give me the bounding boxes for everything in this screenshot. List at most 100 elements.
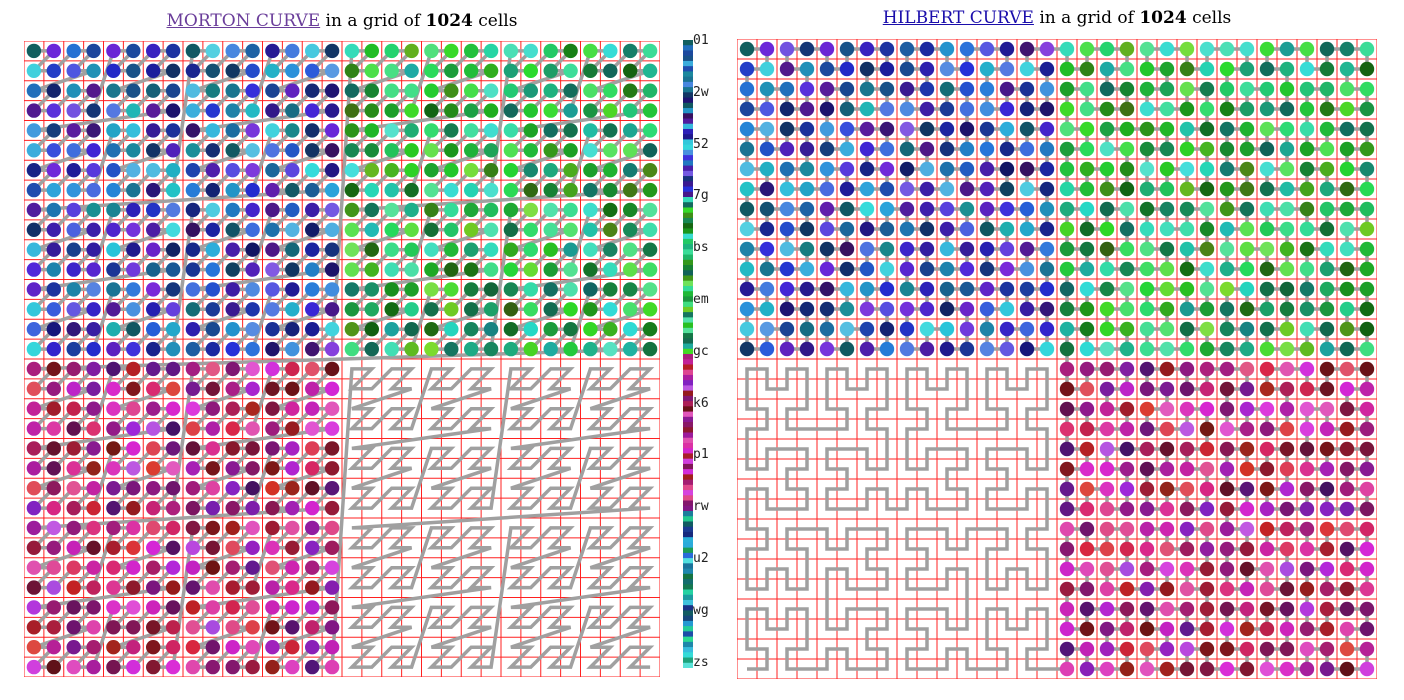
hilbert-cell-dot[interactable] <box>1259 661 1275 677</box>
morton-cell-dot[interactable] <box>583 341 598 357</box>
morton-cell-dot[interactable] <box>305 242 320 257</box>
morton-cell-dot[interactable] <box>225 202 240 218</box>
morton-cell-dot[interactable] <box>583 123 598 138</box>
morton-cell-dot[interactable] <box>205 103 220 118</box>
hilbert-cell-dot[interactable] <box>939 201 955 217</box>
morton-cell-dot[interactable] <box>364 322 379 337</box>
hilbert-cell-dot[interactable] <box>739 201 755 217</box>
hilbert-cell-dot[interactable] <box>1319 141 1335 157</box>
hilbert-cell-dot[interactable] <box>1059 141 1075 157</box>
hilbert-cell-dot[interactable] <box>1099 81 1115 97</box>
hilbert-cell-dot[interactable] <box>1219 501 1235 517</box>
morton-cell-dot[interactable] <box>503 163 519 178</box>
morton-cell-dot[interactable] <box>623 322 638 337</box>
hilbert-cell-dot[interactable] <box>879 241 895 257</box>
morton-cell-dot[interactable] <box>146 242 161 257</box>
hilbert-cell-dot[interactable] <box>1099 181 1115 197</box>
hilbert-cell-dot[interactable] <box>1299 361 1315 377</box>
morton-cell-dot[interactable] <box>523 322 538 337</box>
hilbert-cell-dot[interactable] <box>1219 541 1235 557</box>
morton-cell-dot[interactable] <box>305 520 320 536</box>
hilbert-cell-dot[interactable] <box>1199 141 1215 157</box>
morton-cell-dot[interactable] <box>225 520 240 536</box>
hilbert-cell-dot[interactable] <box>779 41 795 57</box>
hilbert-cell-dot[interactable] <box>1119 481 1135 497</box>
morton-cell-dot[interactable] <box>245 580 260 595</box>
morton-cell-dot[interactable] <box>305 83 320 98</box>
morton-cell-dot[interactable] <box>404 43 419 59</box>
morton-cell-dot[interactable] <box>265 401 280 416</box>
hilbert-cell-dot[interactable] <box>1059 381 1075 397</box>
hilbert-cell-dot[interactable] <box>1099 161 1115 177</box>
morton-cell-dot[interactable] <box>563 182 578 198</box>
morton-cell-dot[interactable] <box>46 540 61 555</box>
hilbert-cell-dot[interactable] <box>1079 501 1095 517</box>
hilbert-cell-dot[interactable] <box>759 141 775 157</box>
morton-cell-dot[interactable] <box>46 182 61 198</box>
hilbert-cell-dot[interactable] <box>1159 381 1175 397</box>
morton-cell-dot[interactable] <box>106 163 121 178</box>
hilbert-cell-dot[interactable] <box>1059 181 1075 197</box>
hilbert-cell-dot[interactable] <box>919 121 935 137</box>
hilbert-cell-dot[interactable] <box>1219 481 1235 497</box>
hilbert-cell-dot[interactable] <box>1299 561 1315 577</box>
morton-cell-dot[interactable] <box>26 441 42 456</box>
hilbert-cell-dot[interactable] <box>1319 361 1335 377</box>
morton-cell-dot[interactable] <box>245 202 260 218</box>
morton-cell-dot[interactable] <box>165 123 181 138</box>
morton-cell-dot[interactable] <box>26 620 42 635</box>
morton-cell-dot[interactable] <box>324 262 340 277</box>
morton-cell-dot[interactable] <box>265 500 280 516</box>
hilbert-cell-dot[interactable] <box>1119 581 1135 597</box>
morton-cell-dot[interactable] <box>623 163 638 178</box>
morton-cell-dot[interactable] <box>146 540 161 555</box>
morton-cell-dot[interactable] <box>66 163 81 178</box>
hilbert-cell-dot[interactable] <box>1359 141 1375 157</box>
hilbert-cell-dot[interactable] <box>1179 621 1195 637</box>
hilbert-cell-dot[interactable] <box>779 241 795 257</box>
hilbert-cell-dot[interactable] <box>1059 661 1075 677</box>
hilbert-cell-dot[interactable] <box>759 121 775 137</box>
hilbert-cell-dot[interactable] <box>1279 541 1295 557</box>
hilbert-cell-dot[interactable] <box>899 101 915 117</box>
morton-cell-dot[interactable] <box>225 401 240 416</box>
morton-cell-dot[interactable] <box>563 202 578 218</box>
hilbert-cell-dot[interactable] <box>899 61 915 77</box>
morton-cell-dot[interactable] <box>245 461 260 476</box>
morton-cell-dot[interactable] <box>642 262 658 277</box>
hilbert-cell-dot[interactable] <box>1099 341 1115 357</box>
morton-cell-dot[interactable] <box>26 262 42 277</box>
morton-cell-dot[interactable] <box>384 182 399 198</box>
hilbert-cell-dot[interactable] <box>1239 61 1255 77</box>
morton-cell-dot[interactable] <box>265 302 280 317</box>
morton-cell-dot[interactable] <box>86 500 101 516</box>
hilbert-cell-dot[interactable] <box>1239 581 1255 597</box>
hilbert-cell-dot[interactable] <box>1299 321 1315 337</box>
morton-cell-dot[interactable] <box>26 481 42 496</box>
hilbert-cell-dot[interactable] <box>1059 241 1075 257</box>
hilbert-cell-dot[interactable] <box>1279 161 1295 177</box>
hilbert-cell-dot[interactable] <box>1099 361 1115 377</box>
hilbert-cell-dot[interactable] <box>1019 201 1035 217</box>
hilbert-cell-dot[interactable] <box>1359 521 1375 537</box>
hilbert-cell-dot[interactable] <box>1119 261 1135 277</box>
morton-cell-dot[interactable] <box>583 103 598 118</box>
morton-cell-dot[interactable] <box>285 659 300 675</box>
morton-cell-dot[interactable] <box>483 322 499 337</box>
hilbert-cell-dot[interactable] <box>1339 261 1355 277</box>
morton-cell-dot[interactable] <box>126 540 141 555</box>
morton-cell-dot[interactable] <box>523 143 538 158</box>
hilbert-cell-dot[interactable] <box>1159 601 1175 617</box>
morton-cell-dot[interactable] <box>46 461 61 476</box>
hilbert-cell-dot[interactable] <box>859 241 875 257</box>
hilbert-cell-dot[interactable] <box>1179 561 1195 577</box>
morton-cell-dot[interactable] <box>444 341 459 357</box>
morton-cell-dot[interactable] <box>165 163 181 178</box>
morton-cell-dot[interactable] <box>543 242 558 257</box>
morton-cell-dot[interactable] <box>126 322 141 337</box>
morton-cell-dot[interactable] <box>106 461 121 476</box>
morton-cell-dot[interactable] <box>225 222 240 237</box>
morton-cell-dot[interactable] <box>563 262 578 277</box>
morton-cell-dot[interactable] <box>483 222 499 237</box>
hilbert-cell-dot[interactable] <box>1359 321 1375 337</box>
